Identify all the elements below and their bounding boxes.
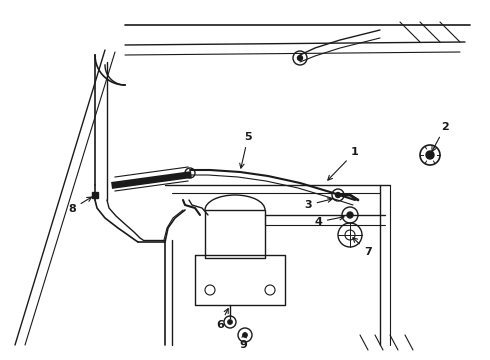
Text: 4: 4	[314, 216, 344, 227]
Circle shape	[336, 193, 341, 198]
Circle shape	[227, 320, 232, 324]
Text: 6: 6	[216, 309, 228, 330]
Text: 8: 8	[68, 197, 92, 214]
Text: 3: 3	[304, 198, 332, 210]
Circle shape	[297, 55, 302, 60]
Circle shape	[243, 333, 247, 338]
Text: 5: 5	[240, 132, 252, 168]
Text: 2: 2	[432, 122, 449, 152]
Text: 1: 1	[328, 147, 359, 180]
Text: 9: 9	[239, 333, 247, 350]
Circle shape	[347, 212, 353, 218]
Circle shape	[426, 151, 434, 159]
Text: 7: 7	[353, 238, 372, 257]
